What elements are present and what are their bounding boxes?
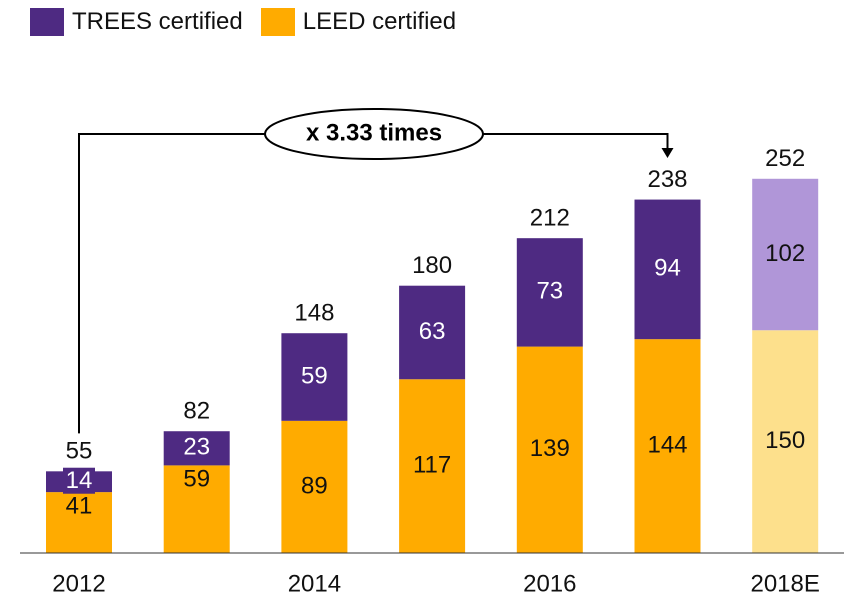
legend-swatch-leed — [260, 8, 295, 36]
x-tick-label-2014: 2014 — [288, 570, 341, 597]
annotation-layer: x 3.33 times — [78, 108, 674, 434]
total-label-2013: 82 — [183, 398, 210, 425]
data-label-trees-2016: 73 — [536, 278, 563, 305]
arrow-head-icon — [661, 148, 674, 158]
bar-leed-2018E — [752, 330, 819, 553]
bar-trees-2015 — [399, 285, 466, 380]
total-label-2016: 212 — [530, 205, 570, 232]
bar-trees-2016 — [516, 238, 583, 347]
bar-trees-2017 — [634, 199, 701, 340]
data-label-leed-2012: 41 — [66, 492, 93, 519]
bar-leed-2017 — [634, 339, 701, 553]
data-label-trees-2017: 94 — [654, 255, 681, 282]
bar-leed-2016 — [516, 346, 583, 553]
legend-swatch-trees — [30, 8, 64, 36]
data-label-trees-2012: 14 — [66, 467, 93, 494]
x-tick-label-2016: 2016 — [523, 570, 576, 597]
total-label-2012: 55 — [66, 438, 93, 465]
growth-callout-bubble — [264, 108, 484, 160]
bar-trees-2014 — [281, 333, 348, 421]
bar-trees-2018E — [752, 178, 819, 331]
bar-leed-2012 — [46, 492, 112, 553]
data-label-trees-2018E: 102 — [765, 240, 805, 267]
data-label-leed-2014: 89 — [301, 472, 328, 499]
legend-label-leed: LEED certified — [302, 8, 457, 35]
legend-item-trees: TREES certified — [30, 8, 243, 36]
legend-item-leed: LEED certified — [260, 8, 457, 36]
total-label-2017: 238 — [647, 166, 687, 193]
data-label-bg-2012 — [63, 467, 95, 494]
bar-leed-2014 — [281, 420, 348, 553]
data-label-trees-2013: 23 — [183, 434, 210, 461]
x-tick-label-2012: 2012 — [52, 570, 105, 597]
data-label-leed-2018E: 150 — [765, 427, 805, 454]
data-label-leed-2013: 59 — [183, 466, 210, 493]
growth-callout-label: x 3.33 times — [306, 119, 442, 146]
total-label-2018E: 252 — [765, 145, 805, 172]
legend-label-trees: TREES certified — [72, 8, 243, 35]
data-label-leed-2016: 139 — [530, 435, 570, 462]
data-label-trees-2014: 59 — [301, 362, 328, 389]
total-label-2015: 180 — [412, 252, 452, 279]
data-label-leed-2015: 117 — [413, 451, 451, 478]
bar-leed-2015 — [399, 379, 466, 553]
x-tick-label-2018E: 2018E — [750, 570, 819, 597]
data-label-leed-2017: 144 — [647, 431, 687, 458]
legend: TREES certified LEED certified — [30, 8, 474, 36]
bar-leed-2013 — [163, 465, 230, 553]
total-label-2014: 148 — [294, 300, 334, 327]
data-label-trees-2015: 63 — [419, 318, 446, 345]
data-label-bg-2013 — [180, 434, 213, 461]
